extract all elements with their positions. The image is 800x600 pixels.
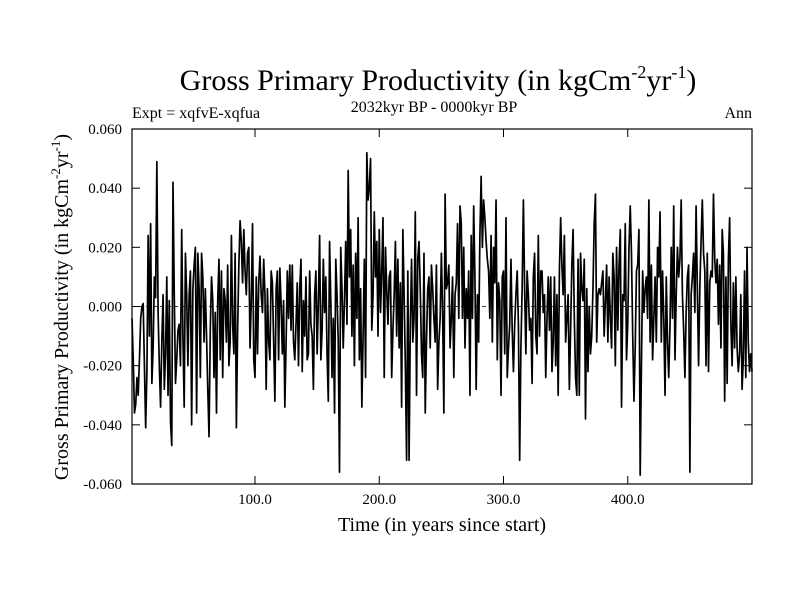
- title-mid: yr: [646, 64, 671, 97]
- title-sup1: -2: [631, 62, 646, 82]
- season-label: Ann: [724, 105, 752, 122]
- series-line-1: [131, 151, 753, 476]
- x-tick-label: 400.0: [611, 492, 645, 508]
- expt-label: Expt = xqfvE-xqfua: [132, 105, 260, 122]
- title-main: Gross Primary Productivity (in kgCm: [180, 64, 632, 97]
- y-tick-label: 0.000: [88, 300, 122, 316]
- x-axis-label: Time (in years since start): [338, 514, 546, 536]
- y-tick-label: 0.060: [88, 122, 122, 138]
- title-end: ): [686, 64, 696, 97]
- ylabel-sup2: -1: [48, 141, 63, 152]
- x-tick-label: 300.0: [487, 492, 521, 508]
- x-tick-label: 100.0: [238, 492, 272, 508]
- chart-subtitle: 2032kyr BP - 0000kyr BP: [351, 99, 518, 116]
- y-tick-label: 0.020: [88, 240, 122, 256]
- ylabel-mid: yr: [51, 151, 73, 168]
- series-layer: [131, 151, 753, 476]
- y-tick-label: -0.040: [83, 418, 122, 434]
- y-axis-label: Gross Primary Productivity (in kgCm-2yr-…: [48, 134, 73, 480]
- ylabel-sup1: -2: [48, 168, 63, 179]
- chart-title: Gross Primary Productivity (in kgCm-2yr-…: [180, 62, 697, 97]
- title-sup2: -1: [671, 62, 686, 82]
- x-tick-label: 200.0: [362, 492, 396, 508]
- y-tick-label: -0.020: [83, 359, 122, 375]
- y-tick-label: -0.060: [83, 477, 122, 493]
- ylabel-end: ): [51, 134, 73, 141]
- tick-layer: 100.0 200.0 300.0 400.0 -0.060 -0.040 -0.020 0.…: [83, 122, 752, 508]
- ylabel-main: Gross Primary Productivity (in kgCm: [51, 179, 73, 481]
- plot-frame: [131, 128, 753, 485]
- y-tick-label: 0.040: [88, 181, 122, 197]
